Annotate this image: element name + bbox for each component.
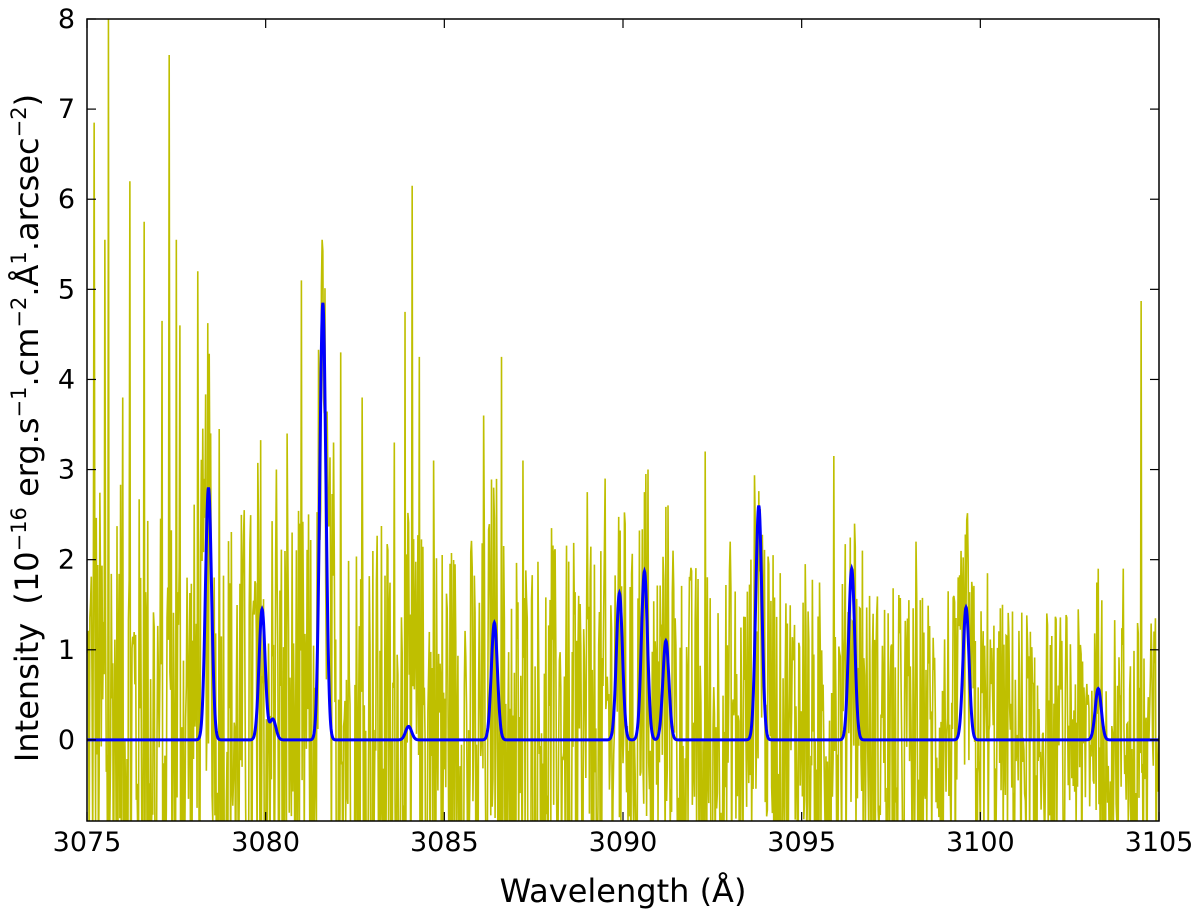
y-tick-label: 1	[58, 635, 75, 666]
x-tick-label: 3080	[231, 827, 300, 858]
x-tick-label: 3090	[589, 827, 658, 858]
y-tick-label: 5	[58, 274, 75, 305]
x-tick-label: 3095	[767, 827, 836, 858]
series-model-line	[87, 302, 1159, 742]
y-tick-label: 6	[58, 184, 75, 215]
y-tick-label: 8	[58, 4, 75, 35]
x-tick-label: 3075	[53, 827, 122, 858]
y-tick-label: 2	[58, 545, 75, 576]
y-axis-title: Intensity (10−16 erg.s−1.cm−2.Å1.arcsec−…	[7, 94, 46, 762]
x-tick-label: 3105	[1125, 827, 1194, 858]
y-tick-label: 7	[58, 94, 75, 125]
plot-area	[87, 19, 1159, 821]
y-tick-label: 3	[58, 455, 75, 486]
y-tick-label: 4	[58, 364, 75, 395]
x-tick-label: 3100	[946, 827, 1015, 858]
x-axis-title: Wavelength (Å)	[500, 872, 747, 910]
series-observed-line	[87, 19, 1159, 821]
y-tick-label: 0	[58, 725, 75, 756]
x-tick-label: 3085	[410, 827, 479, 858]
